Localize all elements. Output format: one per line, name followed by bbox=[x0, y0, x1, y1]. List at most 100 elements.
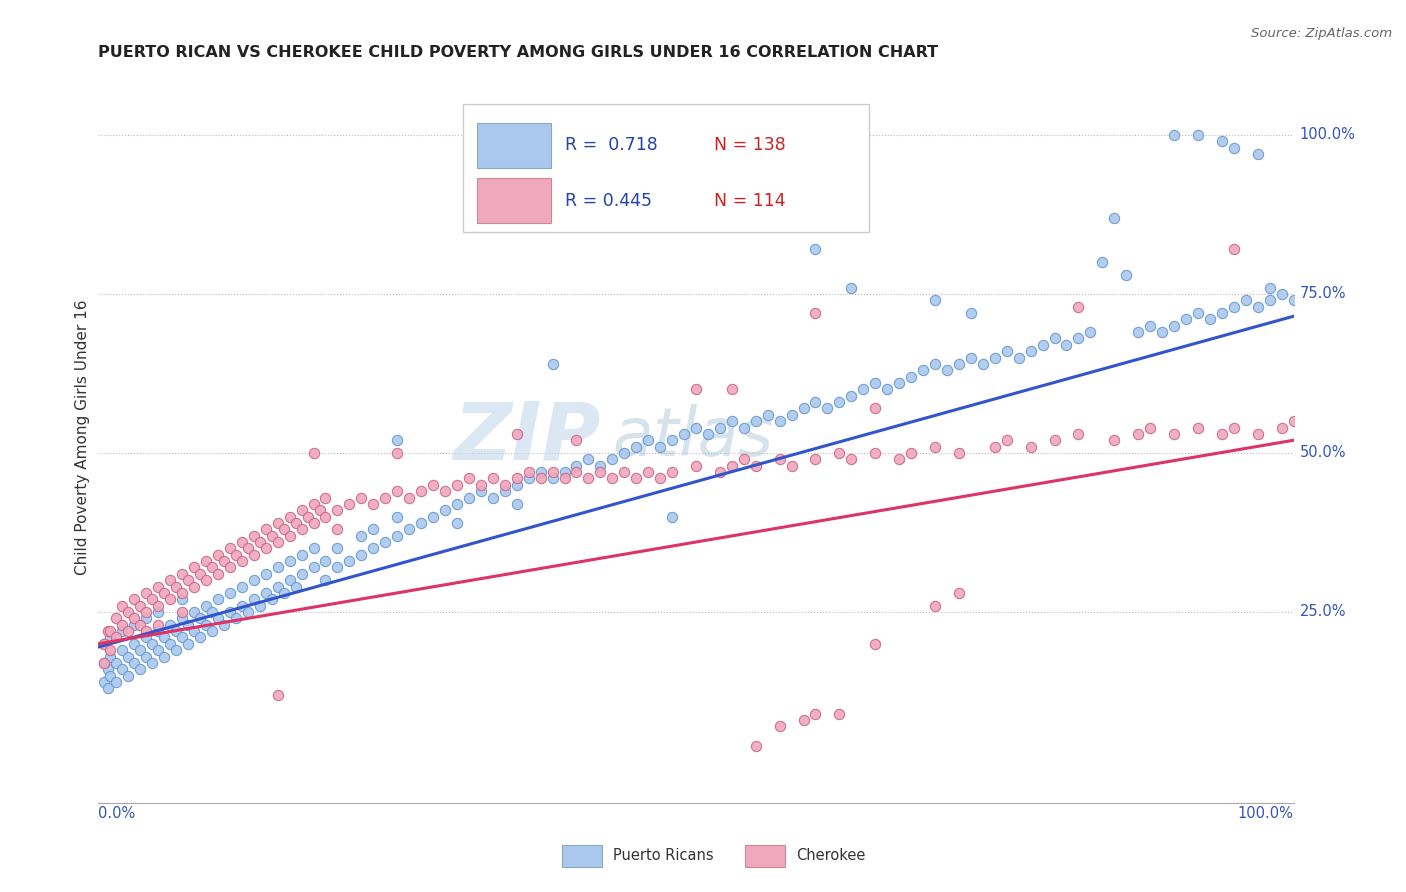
Point bbox=[141, 637, 163, 651]
Point bbox=[411, 484, 433, 499]
Point bbox=[159, 637, 181, 651]
Point bbox=[600, 452, 623, 467]
Point bbox=[98, 643, 122, 657]
Point bbox=[780, 408, 803, 422]
Point bbox=[188, 566, 211, 581]
Point bbox=[1246, 147, 1268, 161]
Point bbox=[183, 580, 205, 594]
Point bbox=[177, 573, 200, 587]
Point bbox=[828, 446, 851, 460]
Point bbox=[1211, 306, 1233, 320]
Point bbox=[236, 605, 259, 619]
Point bbox=[589, 465, 612, 479]
Point bbox=[517, 465, 540, 479]
Point bbox=[148, 624, 170, 638]
Point bbox=[1163, 426, 1185, 441]
Point bbox=[159, 617, 181, 632]
Point bbox=[236, 541, 259, 556]
Point bbox=[278, 554, 301, 568]
Point bbox=[117, 605, 139, 619]
Point bbox=[93, 656, 115, 670]
Point bbox=[1175, 312, 1198, 326]
Point bbox=[243, 592, 266, 607]
Point bbox=[148, 643, 170, 657]
Point bbox=[148, 605, 170, 619]
Point bbox=[188, 631, 211, 645]
Point bbox=[290, 503, 312, 517]
Point bbox=[267, 688, 290, 702]
Point bbox=[506, 477, 529, 491]
Point bbox=[745, 414, 768, 428]
Point bbox=[278, 573, 301, 587]
Point bbox=[350, 529, 373, 543]
Point bbox=[422, 477, 444, 491]
Point bbox=[374, 491, 396, 505]
Point bbox=[219, 541, 242, 556]
Point bbox=[924, 293, 946, 308]
Point bbox=[648, 440, 672, 454]
Point bbox=[804, 306, 827, 320]
Point bbox=[201, 624, 224, 638]
Point bbox=[153, 586, 176, 600]
Point bbox=[506, 426, 529, 441]
Point bbox=[315, 491, 337, 505]
Point bbox=[924, 440, 946, 454]
Point bbox=[141, 592, 163, 607]
Point bbox=[648, 471, 672, 485]
Point bbox=[458, 491, 481, 505]
Text: N = 138: N = 138 bbox=[714, 136, 786, 153]
Point bbox=[433, 503, 456, 517]
Point bbox=[129, 599, 152, 613]
Point bbox=[201, 605, 224, 619]
Point bbox=[172, 592, 194, 607]
Point bbox=[529, 465, 551, 479]
Point bbox=[148, 599, 170, 613]
Point bbox=[385, 446, 409, 460]
Point bbox=[768, 452, 790, 467]
Point bbox=[267, 580, 290, 594]
Point bbox=[995, 344, 1018, 359]
Point bbox=[1211, 426, 1233, 441]
FancyBboxPatch shape bbox=[463, 104, 869, 232]
Point bbox=[697, 426, 720, 441]
Point bbox=[839, 280, 862, 294]
Text: 50.0%: 50.0% bbox=[1299, 445, 1346, 460]
Point bbox=[1102, 211, 1125, 225]
Point bbox=[422, 509, 444, 524]
Text: 100.0%: 100.0% bbox=[1237, 806, 1294, 821]
Point bbox=[983, 351, 1005, 365]
Point bbox=[159, 592, 181, 607]
Point bbox=[219, 586, 242, 600]
Point bbox=[1019, 440, 1042, 454]
Point bbox=[517, 471, 540, 485]
Point bbox=[290, 548, 312, 562]
Point bbox=[297, 509, 319, 524]
Point bbox=[374, 535, 396, 549]
Point bbox=[506, 497, 529, 511]
Text: Puerto Ricans: Puerto Ricans bbox=[613, 848, 714, 863]
Point bbox=[231, 599, 253, 613]
Text: ZIP: ZIP bbox=[453, 398, 600, 476]
Point bbox=[541, 471, 564, 485]
Point bbox=[201, 560, 224, 574]
Point bbox=[863, 376, 886, 390]
Point bbox=[207, 592, 229, 607]
Point bbox=[1067, 331, 1090, 345]
Point bbox=[172, 566, 194, 581]
Y-axis label: Child Poverty Among Girls Under 16: Child Poverty Among Girls Under 16 bbox=[75, 300, 90, 574]
Point bbox=[135, 624, 157, 638]
Point bbox=[290, 522, 312, 536]
Point bbox=[315, 554, 337, 568]
Point bbox=[876, 383, 898, 397]
Point bbox=[212, 554, 235, 568]
Point bbox=[260, 529, 283, 543]
Point bbox=[117, 668, 139, 682]
Point bbox=[260, 592, 283, 607]
Point bbox=[721, 458, 744, 473]
Point bbox=[124, 611, 146, 625]
Point bbox=[1128, 426, 1150, 441]
Point bbox=[172, 605, 194, 619]
Point bbox=[494, 477, 516, 491]
Point bbox=[863, 637, 886, 651]
Point bbox=[948, 357, 970, 371]
